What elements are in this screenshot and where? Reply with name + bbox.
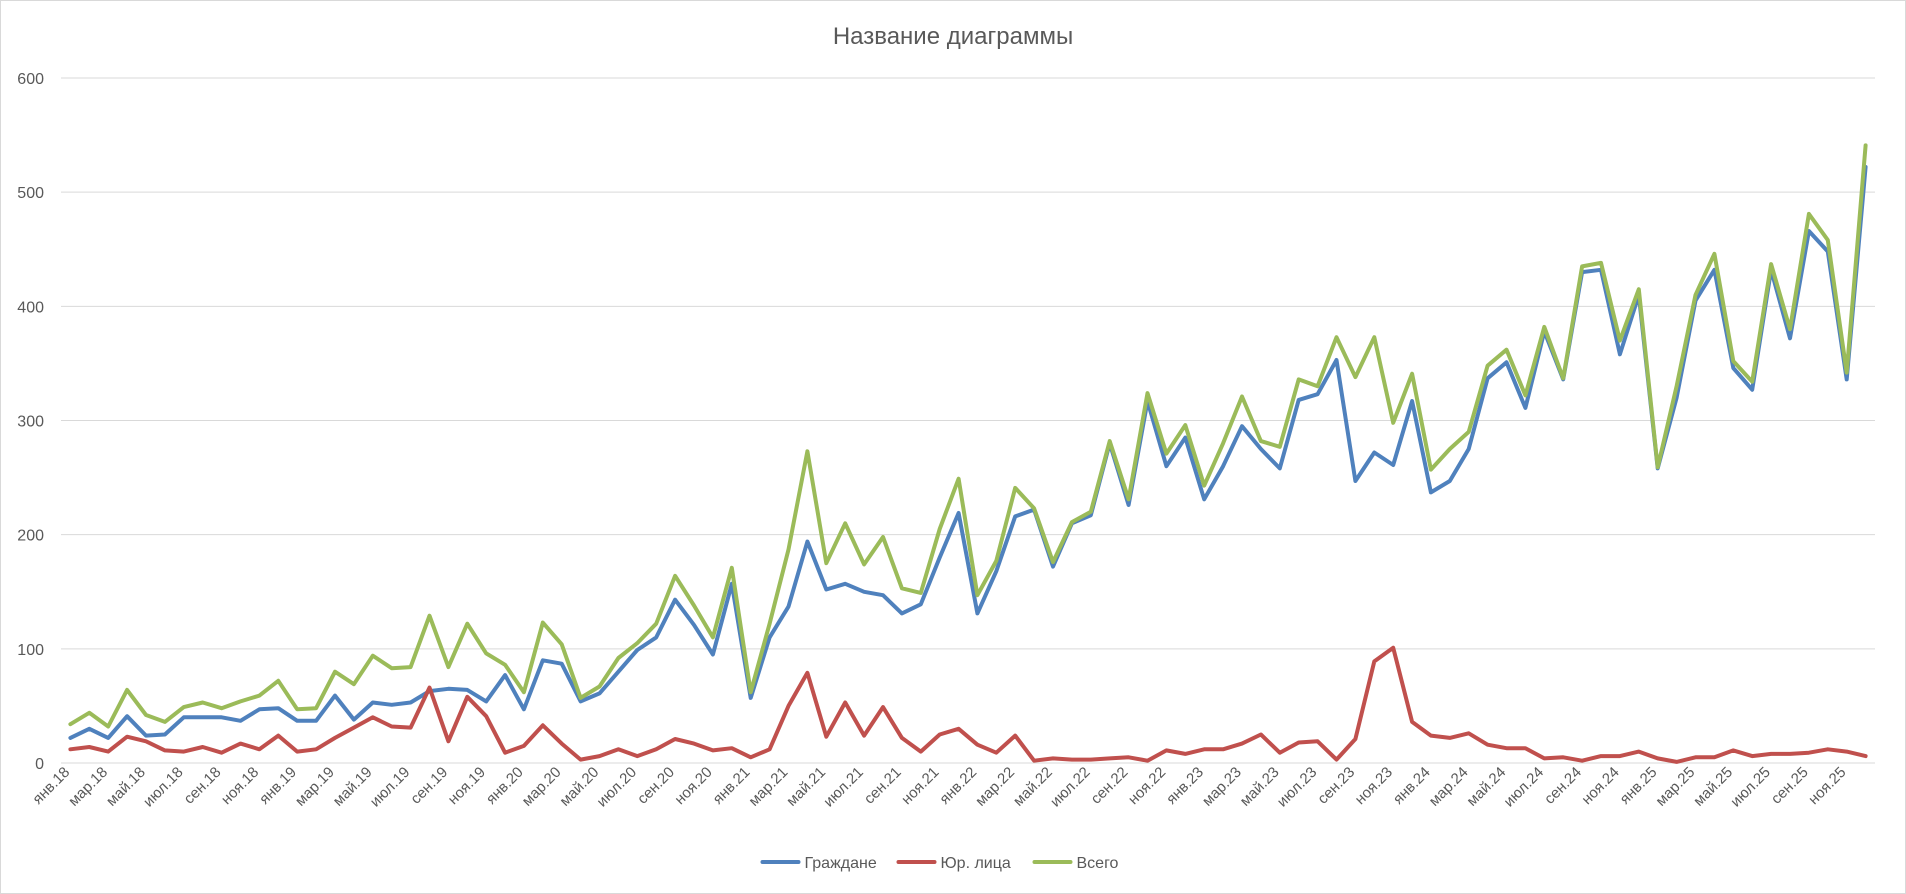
y-tick-label: 100: [17, 642, 44, 659]
x-tick-label: мар.19: [292, 764, 338, 810]
x-tick-label: май.18: [103, 764, 149, 810]
x-tick-label: мар.18: [65, 764, 111, 810]
x-tick-label: мар.23: [1199, 764, 1245, 810]
x-tick-label: июл.21: [820, 764, 867, 811]
gridlines: [61, 77, 1875, 764]
legend-label: Граждане: [805, 855, 877, 872]
y-tick-label: 600: [17, 71, 44, 88]
y-tick-label: 500: [17, 185, 44, 202]
x-tick-label: май.24: [1463, 764, 1509, 810]
x-tick-label: янв.23: [1163, 764, 1207, 808]
x-tick-label: сен.19: [407, 764, 451, 808]
x-tick-label: сен.20: [634, 764, 678, 808]
x-tick-label: июл.25: [1727, 764, 1774, 811]
x-tick-label: май.19: [330, 764, 376, 810]
x-tick-label: сен.23: [1314, 764, 1358, 808]
x-tick-label: сен.22: [1088, 764, 1132, 808]
x-tick-label: мар.22: [972, 764, 1018, 810]
legend-label: Всего: [1077, 855, 1119, 872]
x-tick-label: мар.24: [1426, 764, 1472, 810]
x-tick-label: июл.18: [140, 764, 187, 811]
x-tick-label: сен.21: [861, 764, 905, 808]
series-line-3: [68, 143, 1868, 729]
x-tick-label: май.22: [1010, 764, 1056, 810]
x-tick-label: июл.19: [367, 764, 414, 811]
x-tick-label: ноя.21: [898, 764, 942, 808]
x-tick-label: янв.25: [1617, 764, 1661, 808]
x-tick-label: янв.24: [1390, 764, 1434, 808]
x-tick-label: июл.24: [1501, 764, 1548, 811]
x-tick-label: янв.21: [710, 764, 754, 808]
chart-title: Название диаграммы: [833, 23, 1073, 50]
x-tick-label: ноя.20: [671, 764, 715, 808]
x-tick-label: ноя.22: [1125, 764, 1169, 808]
y-tick-label: 200: [17, 528, 44, 545]
x-tick-label: янв.20: [483, 764, 527, 808]
x-tick-label: мар.20: [519, 764, 565, 810]
series-line-1: [68, 165, 1868, 740]
x-tick-label: май.23: [1237, 764, 1283, 810]
x-tick-label: ноя.25: [1805, 764, 1849, 808]
x-tick-label: ноя.24: [1578, 764, 1622, 808]
x-axis-ticks: янв.18мар.18май.18июл.18сен.18ноя.18янв.…: [29, 764, 1849, 811]
x-tick-label: сен.24: [1541, 764, 1585, 808]
x-tick-label: май.20: [556, 764, 602, 810]
x-tick-label: май.25: [1690, 764, 1736, 810]
x-tick-label: сен.18: [181, 764, 225, 808]
legend-label: Юр. лица: [941, 855, 1011, 872]
x-tick-label: июл.23: [1274, 764, 1321, 811]
legend: Граждане Юр. лица Всего: [760, 855, 1119, 872]
x-tick-label: янв.19: [256, 764, 300, 808]
x-tick-label: ноя.18: [218, 764, 262, 808]
x-tick-label: ноя.23: [1352, 764, 1396, 808]
series-line-2: [68, 645, 1868, 764]
y-axis-ticks: 0 100 200 300 400 500 600: [17, 71, 44, 773]
x-tick-label: янв.22: [936, 764, 980, 808]
y-tick-label: 0: [35, 756, 44, 773]
x-tick-label: мар.25: [1652, 764, 1698, 810]
y-tick-label: 300: [17, 414, 44, 431]
x-tick-label: мар.21: [745, 764, 791, 810]
x-tick-label: сен.25: [1768, 764, 1812, 808]
x-tick-label: июл.20: [594, 764, 641, 811]
series-lines: [68, 143, 1868, 764]
x-tick-label: май.21: [783, 764, 829, 810]
x-tick-label: июл.22: [1047, 764, 1094, 811]
y-tick-label: 400: [17, 299, 44, 316]
x-tick-label: ноя.19: [445, 764, 489, 808]
